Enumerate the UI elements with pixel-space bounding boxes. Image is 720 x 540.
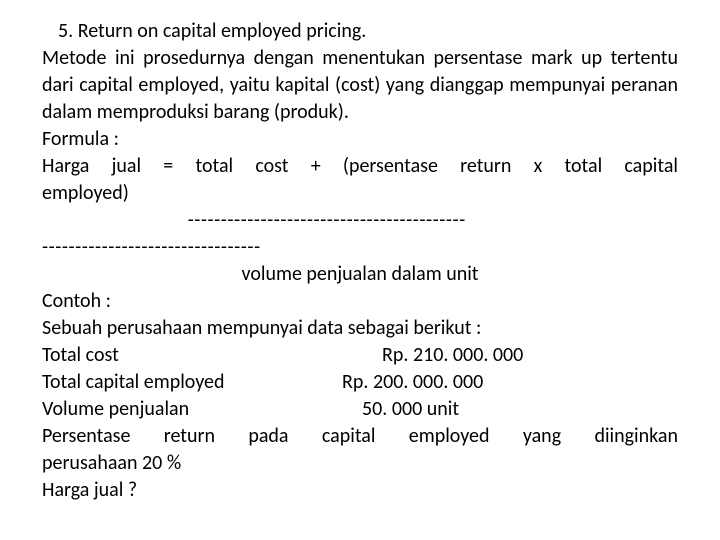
formula-numerator-cont: employed) xyxy=(42,180,678,207)
paragraph-method: Metode ini prosedurnya dengan menentukan… xyxy=(42,45,678,126)
return-line-2: perusahaan 20 % xyxy=(42,450,678,477)
data-row-capital: Total capital employed Rp. 200. 000. 000 xyxy=(42,369,678,396)
example-label: Contoh : xyxy=(42,288,678,315)
formula-divider-1: ----------------------------------------… xyxy=(42,207,678,234)
volume-label: Volume penjualan xyxy=(42,396,362,423)
question-line: Harga jual ? xyxy=(42,477,678,504)
formula-denominator: volume penjualan dalam unit xyxy=(42,261,678,288)
capital-label: Total capital employed xyxy=(42,369,342,396)
return-line-1: Persentase return pada capital employed … xyxy=(42,423,678,450)
volume-value: 50. 000 unit xyxy=(362,396,459,423)
total-cost-label: Total cost xyxy=(42,342,382,369)
total-cost-value: Rp. 210. 000. 000 xyxy=(382,342,523,369)
formula-divider-2: --------------------------------- xyxy=(42,234,678,261)
example-intro: Sebuah perusahaan mempunyai data sebagai… xyxy=(42,315,678,342)
formula-numerator: Harga jual = total cost + (persentase re… xyxy=(42,153,678,180)
data-row-volume: Volume penjualan 50. 000 unit xyxy=(42,396,678,423)
capital-value: Rp. 200. 000. 000 xyxy=(342,369,483,396)
section-title: 5. Return on capital employed pricing. xyxy=(42,18,678,45)
data-row-total-cost: Total cost Rp. 210. 000. 000 xyxy=(42,342,678,369)
formula-label: Formula : xyxy=(42,126,678,153)
